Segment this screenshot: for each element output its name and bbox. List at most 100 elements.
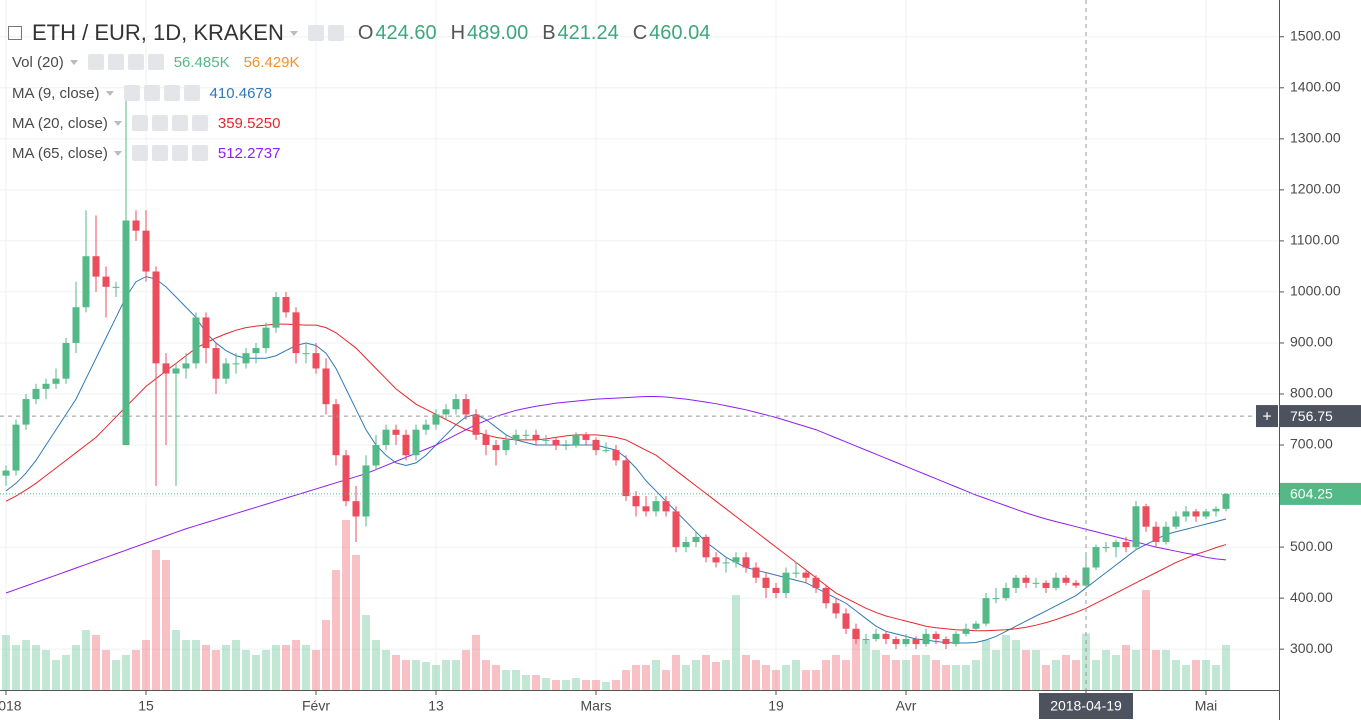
candle-body xyxy=(132,220,140,231)
candle-body xyxy=(412,429,420,456)
volume-bar xyxy=(182,640,190,690)
volume-bar xyxy=(712,662,720,690)
indicator-icon[interactable] xyxy=(131,145,148,161)
volume-bar xyxy=(12,645,20,690)
volume-bar xyxy=(172,630,180,690)
volume-bar xyxy=(1152,650,1160,690)
volume-bar xyxy=(822,660,830,690)
volume-bar xyxy=(142,640,150,690)
candle-body xyxy=(742,557,750,568)
candle-body xyxy=(562,445,570,447)
indicator-icon[interactable] xyxy=(151,115,168,131)
candle-body xyxy=(262,327,270,349)
indicator-icon[interactable] xyxy=(131,115,148,131)
indicator-icon[interactable] xyxy=(171,115,188,131)
candle-body xyxy=(1072,582,1080,586)
volume-bar xyxy=(982,640,990,690)
indicator-row: Vol (20) 56.485K 56.429K xyxy=(12,50,313,74)
candle-body xyxy=(112,286,120,288)
volume-bar xyxy=(402,660,410,690)
volume-bar xyxy=(932,660,940,690)
candle-body xyxy=(882,633,890,639)
y-tick-label: 1100.00 xyxy=(1290,232,1340,248)
crosshair-plus-box xyxy=(1256,405,1278,428)
volume-bar xyxy=(492,665,500,690)
y-tick-label: 1000.00 xyxy=(1290,283,1341,299)
volume-bar xyxy=(222,645,230,690)
volume-bar xyxy=(622,670,630,690)
candle-body xyxy=(812,577,820,588)
candle-body xyxy=(1212,508,1220,512)
volume-bar xyxy=(502,670,510,690)
volume-bar xyxy=(82,630,90,690)
candle-body xyxy=(542,439,550,441)
candle-body xyxy=(1042,582,1050,588)
volume-bar xyxy=(202,645,210,690)
volume-bar xyxy=(352,555,360,690)
eye-icon[interactable] xyxy=(307,25,324,41)
indicator-icon[interactable] xyxy=(183,85,200,101)
volume-bar xyxy=(312,650,320,690)
candle-body xyxy=(122,220,130,446)
indicator-icon[interactable] xyxy=(171,145,188,161)
y-tick-label: 900.00 xyxy=(1290,334,1333,350)
candle-body xyxy=(792,572,800,574)
candle-body xyxy=(62,342,70,379)
candle-body xyxy=(92,256,100,277)
candle-body xyxy=(82,256,90,308)
volume-bar xyxy=(992,650,1000,690)
volume-bar xyxy=(882,655,890,690)
volume-bar xyxy=(652,660,660,690)
volume-bar xyxy=(432,665,440,690)
candle-body xyxy=(422,424,430,430)
volume-bar xyxy=(192,640,200,690)
indicator-icon[interactable] xyxy=(143,85,160,101)
candle-body xyxy=(1112,541,1120,548)
indicator-icon[interactable] xyxy=(107,54,124,70)
candle-body xyxy=(752,567,760,578)
candle-body xyxy=(162,363,170,374)
candle-body xyxy=(192,317,200,364)
candle-body xyxy=(472,414,480,435)
volume-bar xyxy=(232,640,240,690)
indicator-icon[interactable] xyxy=(147,54,164,70)
candle-body xyxy=(552,439,560,446)
indicator-value: 512.2737 xyxy=(217,144,281,162)
volume-bar xyxy=(42,650,50,690)
candle-body xyxy=(802,572,810,578)
candle-body xyxy=(272,297,280,328)
indicator-icon[interactable] xyxy=(123,85,140,101)
volume-bar xyxy=(902,660,910,690)
indicator-icon[interactable] xyxy=(191,145,208,161)
candle-body xyxy=(832,603,840,614)
candle-body xyxy=(862,638,870,640)
ohlc-value: 489.00 xyxy=(467,21,529,44)
candle-body xyxy=(942,638,950,645)
candle-body xyxy=(72,307,80,343)
volume-bar xyxy=(952,665,960,690)
y-tick-label: 1400.00 xyxy=(1290,78,1341,94)
candle-body xyxy=(852,628,860,639)
indicator-icon[interactable] xyxy=(87,54,104,70)
volume-bar xyxy=(392,655,400,690)
indicator-name: MA (20, close) xyxy=(12,114,108,132)
candle-body xyxy=(1022,577,1030,583)
y-tick-label: 300.00 xyxy=(1290,640,1333,656)
volume-bar xyxy=(412,660,420,690)
volume-bar xyxy=(562,680,570,690)
volume-bar xyxy=(782,665,790,690)
volume-bar xyxy=(1162,650,1170,690)
indicator-icon[interactable] xyxy=(151,145,168,161)
candle-body xyxy=(182,363,190,369)
settings-icon[interactable] xyxy=(327,25,344,41)
indicator-icon[interactable] xyxy=(191,115,208,131)
candle-body xyxy=(332,404,340,456)
dropdown xyxy=(113,150,122,156)
candle-body xyxy=(692,536,700,542)
candle-body xyxy=(922,633,930,645)
indicator-icon[interactable] xyxy=(127,54,144,70)
indicator-icon[interactable] xyxy=(163,85,180,101)
candle-body xyxy=(782,572,790,594)
collapse-icon[interactable] xyxy=(8,26,22,40)
last-price-label: 604.25 xyxy=(1290,486,1333,502)
